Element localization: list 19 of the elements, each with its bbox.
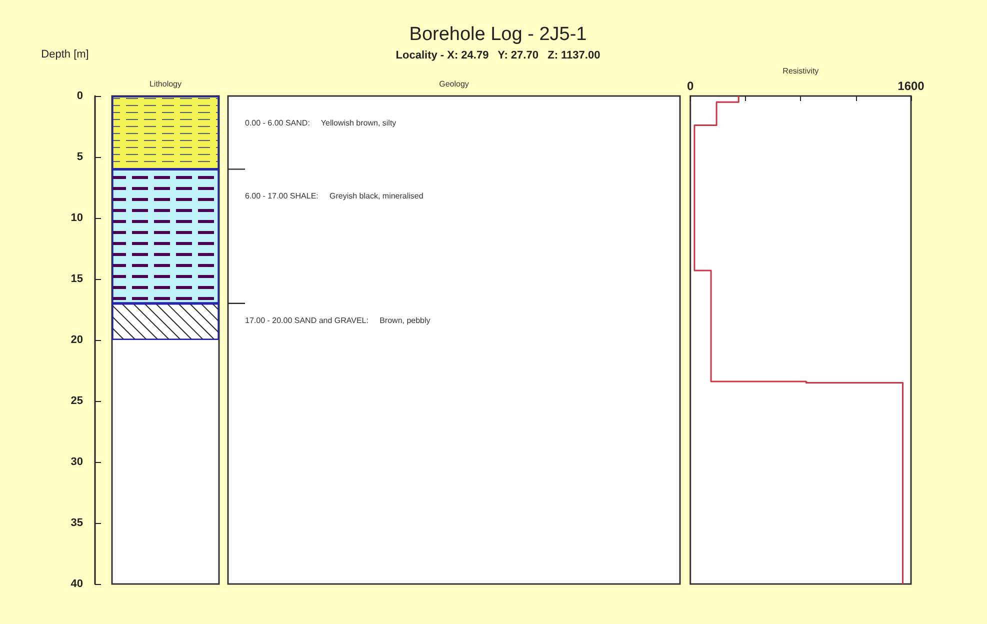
y-axis-title: Depth [m]	[41, 48, 89, 60]
y-tick-label: 40	[70, 578, 83, 590]
text: 6.00 - 17.00 SHALE: Greyish black, mineralised	[245, 192, 424, 201]
y-tick-label: 25	[70, 395, 83, 407]
text: Geology	[439, 80, 469, 88]
y-tick-label: 0	[76, 90, 83, 102]
text: 0.00 - 6.00 SAND: Yellowish brown, silty	[245, 118, 396, 128]
y-tick-label: 15	[70, 273, 83, 285]
y-tick-label: 5	[76, 151, 83, 163]
x-axis-title: Resistivity	[782, 66, 819, 76]
text: Locality - X: 24.79 Y: 27.70 Z: 1137.00	[396, 50, 600, 62]
text: Borehole Log - 2J5-1	[409, 24, 587, 45]
y-tick-label: 30	[70, 456, 83, 468]
y-tick-label: 35	[70, 517, 83, 529]
y-tick-label: 10	[70, 212, 83, 224]
x-axis-title: Lithology	[149, 80, 182, 88]
x-tick-label: 1600	[898, 79, 925, 93]
y-tick-label: 20	[70, 334, 83, 346]
text: 17.00 - 20.00 SAND and GRAVEL: Brown, pebbly	[245, 316, 430, 326]
